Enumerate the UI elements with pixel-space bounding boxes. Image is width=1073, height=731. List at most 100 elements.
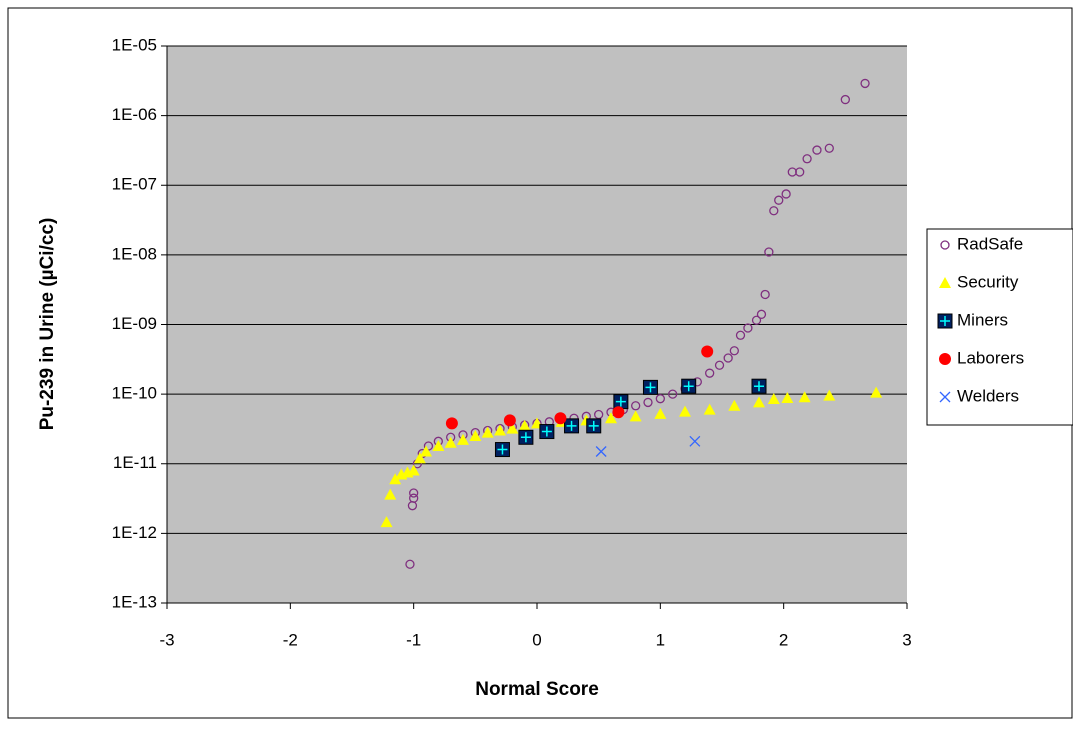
legend-label: RadSafe xyxy=(957,234,1023,253)
point xyxy=(802,154,812,164)
point xyxy=(469,430,482,442)
point xyxy=(743,323,753,333)
marker-part xyxy=(705,368,715,378)
point xyxy=(380,516,393,528)
marker-part xyxy=(518,419,531,431)
marker-part xyxy=(939,353,951,365)
point xyxy=(728,399,741,411)
marker-part xyxy=(728,399,741,411)
x-tick-label: 3 xyxy=(902,630,911,649)
point xyxy=(612,406,625,419)
marker-part xyxy=(432,439,445,451)
marker-part xyxy=(445,417,458,430)
marker-part xyxy=(870,386,883,398)
marker-part xyxy=(940,240,950,250)
marker-part xyxy=(444,436,457,448)
point xyxy=(643,397,653,408)
point xyxy=(823,389,836,401)
marker-part xyxy=(802,154,812,164)
marker-part xyxy=(629,410,642,422)
point xyxy=(503,414,516,427)
marker-part xyxy=(812,145,822,155)
point xyxy=(605,412,617,424)
point xyxy=(824,143,834,153)
legend-marker xyxy=(937,313,953,329)
y-tick-label: 1E-09 xyxy=(112,314,157,333)
marker-part xyxy=(764,247,774,257)
point xyxy=(764,247,774,257)
point xyxy=(756,309,767,319)
point xyxy=(405,559,415,569)
marker-part xyxy=(723,353,733,363)
point xyxy=(679,405,691,417)
point xyxy=(767,393,780,405)
marker-part xyxy=(701,345,714,358)
marker-part xyxy=(407,464,420,476)
marker-part xyxy=(756,309,767,319)
marker-part xyxy=(541,426,552,437)
marker-part xyxy=(798,391,811,403)
point xyxy=(518,429,534,445)
marker-part xyxy=(494,424,506,436)
point xyxy=(407,464,420,476)
marker-part xyxy=(774,195,784,205)
point xyxy=(795,167,805,177)
point xyxy=(860,78,870,89)
point xyxy=(781,391,794,403)
point xyxy=(812,145,822,155)
point xyxy=(798,391,811,403)
x-tick-label: 2 xyxy=(779,630,788,649)
point xyxy=(457,433,469,445)
point xyxy=(870,386,883,398)
point xyxy=(518,419,531,431)
marker-part xyxy=(380,516,393,528)
marker-part xyxy=(554,412,567,425)
marker-part xyxy=(497,444,508,455)
y-tick-label: 1E-05 xyxy=(112,35,157,54)
marker-part xyxy=(595,446,607,457)
x-tick-label: 0 xyxy=(532,630,541,649)
point xyxy=(701,345,714,358)
marker-part xyxy=(615,396,626,407)
y-tick-label: 1E-13 xyxy=(112,592,157,611)
marker-part xyxy=(703,403,716,415)
y-tick-label: 1E-08 xyxy=(112,244,157,263)
point xyxy=(751,315,762,325)
y-tick-label: 1E-06 xyxy=(112,105,157,124)
marker-part xyxy=(413,452,426,464)
point xyxy=(539,424,555,440)
point xyxy=(729,346,739,356)
point xyxy=(586,418,602,434)
marker-part xyxy=(795,167,805,177)
marker-part xyxy=(503,414,516,427)
point xyxy=(409,488,419,498)
point xyxy=(689,435,701,447)
marker-part xyxy=(469,430,482,442)
marker-part xyxy=(824,143,834,153)
marker-part xyxy=(735,330,746,340)
x-tick-label: 1 xyxy=(656,630,665,649)
point xyxy=(595,446,607,457)
marker-part xyxy=(384,488,397,500)
marker-part xyxy=(409,493,419,503)
marker-part xyxy=(481,426,494,438)
marker-part xyxy=(743,323,753,333)
point xyxy=(420,445,432,457)
y-axis-label: Pu-239 in Urine (µCi/cc) xyxy=(37,218,58,431)
point xyxy=(769,206,779,216)
marker-part xyxy=(566,420,577,431)
point xyxy=(494,442,510,458)
marker-part xyxy=(655,394,665,404)
marker-part xyxy=(631,401,641,411)
marker-part xyxy=(940,316,950,326)
point xyxy=(751,378,767,394)
marker-part xyxy=(751,315,762,325)
legend-label: Miners xyxy=(957,310,1008,329)
marker-part xyxy=(753,396,765,408)
y-tick-label: 1E-07 xyxy=(112,175,157,194)
marker-part xyxy=(389,473,402,485)
x-tick-label: -2 xyxy=(283,630,298,649)
marker-part xyxy=(605,412,617,424)
point xyxy=(554,412,567,425)
marker-part xyxy=(781,391,794,403)
